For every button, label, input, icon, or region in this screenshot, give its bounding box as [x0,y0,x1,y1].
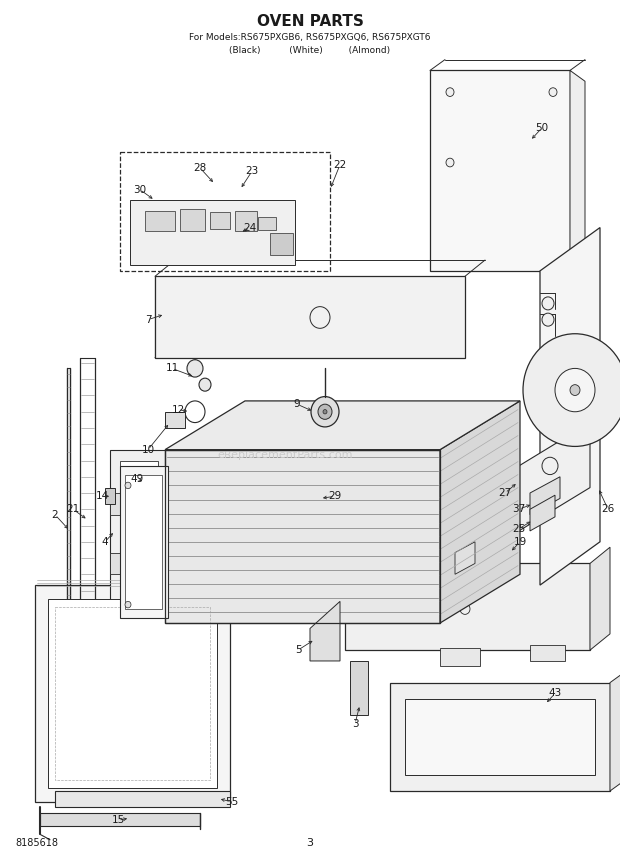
Polygon shape [125,474,162,609]
Polygon shape [440,648,480,666]
Polygon shape [530,495,555,531]
Circle shape [460,603,470,615]
Text: 23: 23 [246,166,259,176]
Polygon shape [390,682,610,791]
Text: 50: 50 [536,123,549,133]
Polygon shape [110,553,120,574]
Polygon shape [350,661,368,715]
Polygon shape [155,276,465,358]
Polygon shape [310,602,340,661]
Circle shape [125,482,131,489]
Text: 24: 24 [244,223,257,233]
Circle shape [555,368,595,412]
Circle shape [199,378,211,391]
Polygon shape [235,211,257,231]
Text: 7: 7 [144,315,151,324]
Polygon shape [55,791,230,807]
Circle shape [542,313,554,326]
Text: 43: 43 [548,688,562,698]
Text: eReplacementParts.com: eReplacementParts.com [217,450,353,460]
Polygon shape [540,228,600,586]
Text: 37: 37 [512,504,526,514]
Circle shape [549,88,557,97]
Text: 14: 14 [95,491,108,502]
Circle shape [125,602,131,608]
Polygon shape [270,233,293,254]
Circle shape [311,396,339,427]
Polygon shape [110,449,165,623]
Text: OVEN PARTS: OVEN PARTS [257,15,363,29]
Text: 26: 26 [601,504,614,514]
Text: 30: 30 [133,185,146,194]
Text: 19: 19 [513,537,526,547]
Text: 9: 9 [294,399,300,409]
Polygon shape [165,412,185,428]
Text: For Models:RS675PXGB6, RS675PXGQ6, RS675PXGT6: For Models:RS675PXGB6, RS675PXGQ6, RS675… [189,33,431,43]
Polygon shape [430,423,590,586]
Polygon shape [405,698,595,775]
Polygon shape [105,488,115,504]
Polygon shape [530,477,560,514]
Text: 3: 3 [352,719,358,728]
Text: 15: 15 [112,815,125,825]
Circle shape [570,384,580,395]
Polygon shape [610,672,620,791]
Circle shape [542,457,558,474]
Polygon shape [120,461,158,612]
Text: 8185618: 8185618 [15,838,58,848]
Polygon shape [430,70,570,270]
Polygon shape [210,212,230,229]
Circle shape [523,334,620,447]
Text: 12: 12 [171,405,185,414]
Text: 5: 5 [294,645,301,655]
Text: 29: 29 [329,491,342,502]
Circle shape [323,409,327,414]
Polygon shape [165,449,440,623]
Polygon shape [35,586,230,802]
Polygon shape [40,812,200,826]
Text: 10: 10 [141,444,154,455]
Circle shape [318,404,332,419]
Circle shape [446,158,454,167]
Circle shape [542,297,554,310]
Text: 28: 28 [193,163,206,173]
Polygon shape [110,493,120,514]
Text: 2: 2 [51,509,58,520]
Polygon shape [130,200,295,265]
Polygon shape [180,209,205,231]
Polygon shape [530,645,565,661]
Polygon shape [145,211,175,231]
Text: 4: 4 [102,537,108,547]
Text: (Black)          (White)         (Almond): (Black) (White) (Almond) [229,46,391,56]
Text: 27: 27 [498,488,511,498]
Circle shape [187,360,203,377]
Polygon shape [455,542,475,574]
Text: 49: 49 [130,474,144,484]
Polygon shape [590,547,610,650]
Text: 22: 22 [334,160,347,169]
Polygon shape [165,401,520,449]
Polygon shape [120,466,168,618]
Polygon shape [48,599,217,788]
Text: 11: 11 [166,364,179,373]
Circle shape [310,306,330,329]
Circle shape [446,88,454,97]
Text: 25: 25 [512,524,526,534]
Polygon shape [258,217,276,229]
Text: 3: 3 [306,838,314,848]
Polygon shape [440,401,520,623]
Polygon shape [345,563,590,650]
Polygon shape [570,70,585,270]
Text: 55: 55 [226,797,239,807]
Text: 21: 21 [66,504,79,514]
